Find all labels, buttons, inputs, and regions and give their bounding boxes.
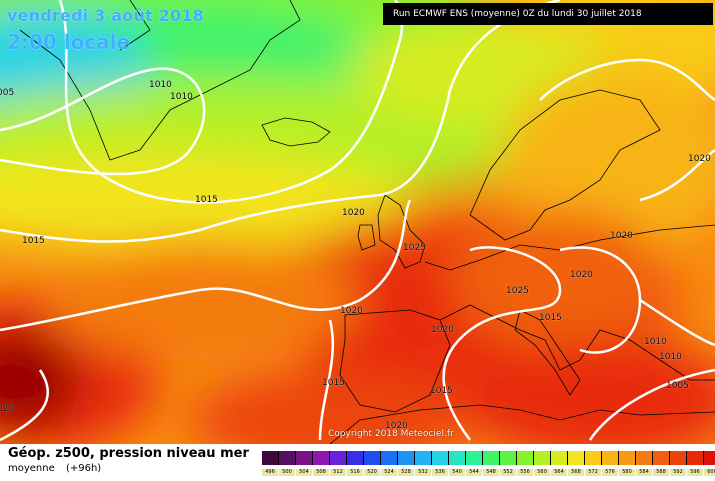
color-scale-swatch [381, 451, 398, 465]
color-scale-swatch [449, 451, 466, 465]
isobar-lines [0, 0, 715, 442]
color-scale-tick-label: 596 [687, 469, 704, 476]
color-scale-swatch [415, 451, 432, 465]
copyright-notice: Copyright 2018 Meteociel.fr [328, 429, 454, 439]
color-scale-tick-label: 512 [330, 469, 347, 476]
isobar-label: 1015 [539, 313, 562, 323]
isobar-label: 1015 [22, 236, 45, 246]
isobar-label: 1020 [610, 231, 633, 241]
color-scale-swatch [534, 451, 551, 465]
isobar-label: 1025 [403, 243, 426, 253]
color-scale-tick-label: 532 [415, 469, 432, 476]
model-run-banner: Run ECMWF ENS (moyenne) 0Z du lundi 30 j… [383, 3, 713, 25]
color-scale-tick-label: 592 [670, 469, 687, 476]
legend-mean-label: moyenne [8, 463, 55, 474]
color-scale-swatch [704, 451, 715, 465]
isobar-label: 1015 [430, 386, 453, 396]
color-scale-tick-label: 600 [704, 469, 715, 476]
color-scale-tick-label: 528 [398, 469, 415, 476]
color-scale-tick-label: 536 [432, 469, 449, 476]
color-scale-swatch [313, 451, 330, 465]
color-scale-swatch [517, 451, 534, 465]
color-scale-tick-label: 568 [568, 469, 585, 476]
color-scale-tick-label: 588 [653, 469, 670, 476]
isobar-label: 1020 [340, 306, 363, 316]
color-scale-ticks: 496 500 504 508 512 516 520 524 528 532 536 540 544 5… [262, 469, 715, 476]
isobar-label: 1020 [385, 421, 408, 431]
isobar-label: 1010 [149, 80, 172, 90]
color-scale-swatch [398, 451, 415, 465]
forecast-date-title: vendredi 3 août 2018 [7, 6, 205, 25]
color-scale-swatch [432, 451, 449, 465]
color-scale-tick-label: 508 [313, 469, 330, 476]
color-scale-tick-label: 556 [517, 469, 534, 476]
legend-title: Géop. z500, pression niveau mer [8, 446, 249, 461]
isobar-label: 025 [0, 404, 15, 414]
color-scale-tick-label: 572 [585, 469, 602, 476]
isobar-label: 1010 [659, 352, 682, 362]
color-scale-swatch [330, 451, 347, 465]
color-scale-swatch [619, 451, 636, 465]
legend-lead-time: (+96h) [65, 463, 102, 474]
isobar-label: 1020 [570, 270, 593, 280]
color-scale-tick-label: 504 [296, 469, 313, 476]
color-scale-swatch [687, 451, 704, 465]
color-scale-swatch [364, 451, 381, 465]
color-scale-tick-label: 576 [602, 469, 619, 476]
legend-subtitle: moyenne (+96h) [8, 463, 109, 474]
color-scale-tick-label: 552 [500, 469, 517, 476]
color-scale-tick-label: 548 [483, 469, 500, 476]
legend-footer: Géop. z500, pression niveau mer moyenne … [0, 444, 715, 481]
isobar-label: 1010 [170, 92, 193, 102]
color-scale-swatch [279, 451, 296, 465]
color-scale-swatch [500, 451, 517, 465]
color-scale-tick-label: 540 [449, 469, 466, 476]
color-scale-swatch [466, 451, 483, 465]
color-scale [262, 451, 715, 465]
isobar-label: 1025 [506, 286, 529, 296]
coastlines [19, 0, 715, 444]
color-scale-swatch [670, 451, 687, 465]
isobar-label: 005 [0, 88, 15, 98]
color-scale-swatch [296, 451, 313, 465]
color-scale-tick-label: 564 [551, 469, 568, 476]
color-scale-tick-label: 580 [619, 469, 636, 476]
color-scale-tick-label: 544 [466, 469, 483, 476]
color-scale-swatch [653, 451, 670, 465]
forecast-time-title: 2:00 locale [7, 30, 131, 54]
color-scale-swatch [585, 451, 602, 465]
isobar-label: 1020 [342, 208, 365, 218]
color-scale-tick-label: 496 [262, 469, 279, 476]
color-scale-tick-label: 584 [636, 469, 653, 476]
color-scale-swatch [602, 451, 619, 465]
isobar-label: 1015 [195, 195, 218, 205]
color-scale-swatch [636, 451, 653, 465]
color-scale-tick-label: 560 [534, 469, 551, 476]
isobar-label: 1015 [322, 378, 345, 388]
isobar-label: 1020 [431, 325, 454, 335]
color-scale-swatch [568, 451, 585, 465]
forecast-map: 005 1010 1010 1015 1015 1020 1025 1020 1… [0, 0, 715, 444]
color-scale-tick-label: 520 [364, 469, 381, 476]
isobar-label: 1010 [644, 337, 667, 347]
color-scale-swatch [483, 451, 500, 465]
color-scale-tick-label: 516 [347, 469, 364, 476]
color-scale-tick-label: 524 [381, 469, 398, 476]
map-canvas [0, 0, 715, 444]
color-scale-swatch [551, 451, 568, 465]
isobar-label: 1005 [666, 381, 689, 391]
color-scale-swatch [262, 451, 279, 465]
color-scale-tick-label: 500 [279, 469, 296, 476]
isobar-label: 1020 [688, 154, 711, 164]
color-scale-swatch [347, 451, 364, 465]
geopotential-field [0, 0, 715, 444]
